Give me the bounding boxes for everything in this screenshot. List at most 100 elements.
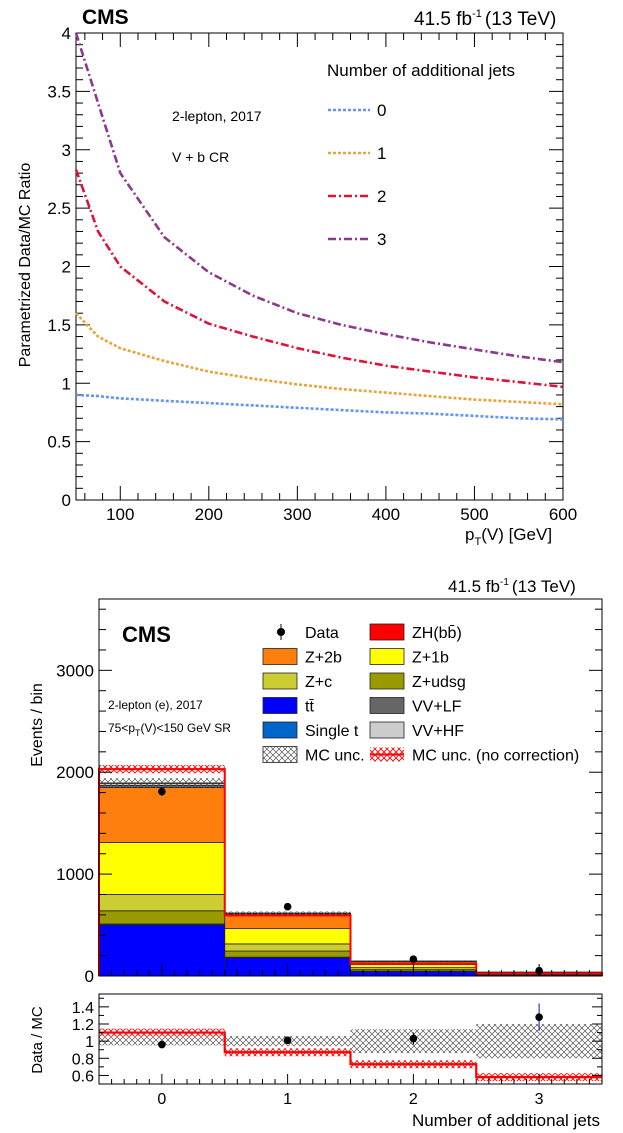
top-legend-label-2: 2 — [377, 187, 386, 206]
ratio-point-bin3 — [535, 1013, 543, 1021]
bottom-y-axis: 0 1000 2000 3000 — [56, 608, 602, 986]
curve-njet-1 — [75, 312, 564, 406]
legend-label-zhbb: ZH(bb̄) — [412, 625, 462, 642]
bottom-cms-label: CMS — [122, 622, 171, 647]
top-y-axis-label: Parametrized Data/MC Ratio — [17, 163, 34, 368]
top-x-tick-label: 300 — [283, 505, 311, 524]
ratio-point-bin2 — [409, 1034, 418, 1043]
stack-bar-Zc-bin1 — [224, 943, 351, 952]
top-y-tick-label: 0 — [62, 491, 71, 510]
legend-swatch-zudsg — [369, 672, 405, 690]
legend-label-mcuncnocorrection: MC unc. (no correction) — [412, 748, 579, 765]
legend-label-vvhf: VV+HF — [412, 723, 464, 740]
top-curves — [74, 32, 564, 421]
ratio-x-tick-label: 0 — [157, 1091, 166, 1108]
ratio-nocorr-line — [99, 1031, 602, 1079]
curve-njet-2 — [74, 169, 564, 389]
top-y-tick-label: 4 — [62, 24, 71, 43]
top-legend-label-0: 0 — [377, 101, 386, 120]
legend-swatch-tt — [262, 697, 298, 714]
bottom-y-tick-label: 3000 — [56, 661, 94, 680]
top-y-tick-label: 1 — [62, 374, 71, 393]
legend-swatch-singlet — [262, 721, 298, 739]
top-y-tick-label: 2 — [62, 258, 71, 277]
legend-swatch-zc — [262, 672, 298, 690]
ratio-point-bin0 — [158, 1040, 166, 1049]
ratio-y-axis-label: Data / MC — [29, 1006, 46, 1074]
legend-swatch-data — [277, 628, 285, 636]
curve-njet-0 — [75, 393, 564, 421]
top-plot-frame — [75, 32, 564, 501]
bottom-y-tick-label: 2000 — [56, 763, 94, 782]
top-lumi-label: 41.5 fb-1 (13 TeV) — [414, 8, 556, 30]
curve-njet-3 — [74, 32, 564, 364]
legend-label-data: Data — [305, 625, 339, 642]
ratio-x-tick-label: 2 — [409, 1091, 418, 1108]
ratio-x-tick-label: 3 — [535, 1091, 544, 1108]
legend-swatch-mcunc — [262, 746, 298, 763]
ratio-x-tick-label: 1 — [283, 1091, 292, 1108]
top-x-tick-label: 500 — [460, 505, 488, 524]
legend-label-tt: tt̄ — [305, 699, 314, 716]
ratio-y-tick-label: 1.4 — [72, 1000, 94, 1017]
top-y-tick-label: 2.5 — [47, 199, 71, 218]
ratio-y-axis: 0.60.811.21.4 — [72, 997, 602, 1085]
top-legend-title: Number of additional jets — [327, 61, 515, 80]
top-legend-label-3: 3 — [377, 230, 386, 249]
bottom-stack — [98, 765, 603, 977]
stack-bar-Zudsg-bin0 — [98, 910, 226, 925]
bottom-y-axis-label: Events / bin — [29, 683, 46, 767]
legend-label-mcunc: MC unc. — [305, 748, 365, 765]
bottom-x-axis-label: Number of additional jets — [412, 1111, 600, 1130]
data-point-bin1 — [283, 902, 292, 911]
top-legend: 0 1 2 3 — [328, 101, 386, 249]
legend-swatch-z2b — [262, 648, 298, 665]
top-annotation-channel: 2-lepton, 2017 — [172, 108, 262, 124]
legend-label-zc: Z+c — [305, 674, 332, 691]
stack-bar-Z2b-bin0 — [98, 787, 226, 843]
top-y-tick-label: 1.5 — [47, 316, 71, 335]
top-y-axis: 0 0.5 1 1.5 2 2.5 3 3.5 4 — [47, 24, 563, 510]
top-cms-label: CMS — [82, 6, 129, 29]
ratio-y-tick-label: 0.8 — [72, 1051, 94, 1068]
top-x-tick-label: 600 — [549, 505, 577, 524]
top-annotation-region: V + b CR — [172, 149, 229, 165]
top-x-tick-label: 400 — [372, 505, 400, 524]
legend-label-z1b: Z+1b — [412, 650, 449, 667]
legend-label-vvlf: VV+LF — [412, 699, 462, 716]
stack-bar-Zc-bin0 — [98, 894, 226, 912]
top-y-tick-label: 0.5 — [47, 433, 71, 452]
mc-unc-band-bin1 — [224, 911, 351, 915]
top-x-tick-label: 200 — [195, 505, 223, 524]
bottom-annotation-region: 75<pT(V)<150 GeV SR — [108, 721, 231, 738]
top-x-tick-label: 100 — [106, 505, 134, 524]
bottom-lumi-label: 41.5 fb-1 (13 TeV) — [448, 577, 576, 596]
data-point-bin2 — [409, 955, 418, 963]
legend-swatch-zhbb — [369, 623, 405, 641]
bottom-legend: Data ZH(bb̄) Z+2b Z+1b Z+c Z+udsg tt̄ VV+LF Sing… — [262, 623, 579, 765]
legend-label-zudsg: Z+udsg — [412, 674, 466, 691]
top-y-tick-label: 3 — [62, 141, 71, 160]
mc-unc-band-bin0 — [99, 778, 225, 788]
ratio-y-tick-label: 1 — [85, 1034, 94, 1051]
bottom-x-axis — [98, 964, 603, 976]
ratio-point-bin1 — [283, 1036, 292, 1045]
stack-bar-Zudsg-bin1 — [224, 950, 351, 958]
bottom-y-tick-label: 1000 — [56, 865, 94, 884]
legend-label-singlet: Single t — [305, 723, 359, 740]
bottom-chart: 41.5 fb-1 (13 TeV) 0 1000 2000 3000 CMS 2-le… — [29, 577, 603, 1130]
top-x-axis-label: pT(V) [GeV] — [465, 525, 552, 548]
ratio-y-tick-label: 0.6 — [72, 1068, 94, 1085]
ratio-x-axis: 0 1 2 3 — [98, 1074, 603, 1108]
legend-swatch-vvhf — [369, 721, 405, 739]
stack-bar-Z1b-bin1 — [224, 928, 351, 945]
top-y-tick-label: 3.5 — [47, 82, 71, 101]
top-chart: 0 0.5 1 1.5 2 2.5 3 3.5 4 100 200 300 400 500 600 CMS… — [17, 6, 577, 548]
top-x-axis: 100 200 300 400 500 600 — [84, 33, 577, 524]
bottom-y-tick-label: 0 — [85, 967, 94, 986]
legend-label-z2b: Z+2b — [305, 650, 342, 667]
ratio-y-tick-label: 1.2 — [72, 1017, 94, 1034]
ratio-panel — [99, 1003, 602, 1082]
stack-bar-Z1b-bin0 — [98, 842, 226, 895]
